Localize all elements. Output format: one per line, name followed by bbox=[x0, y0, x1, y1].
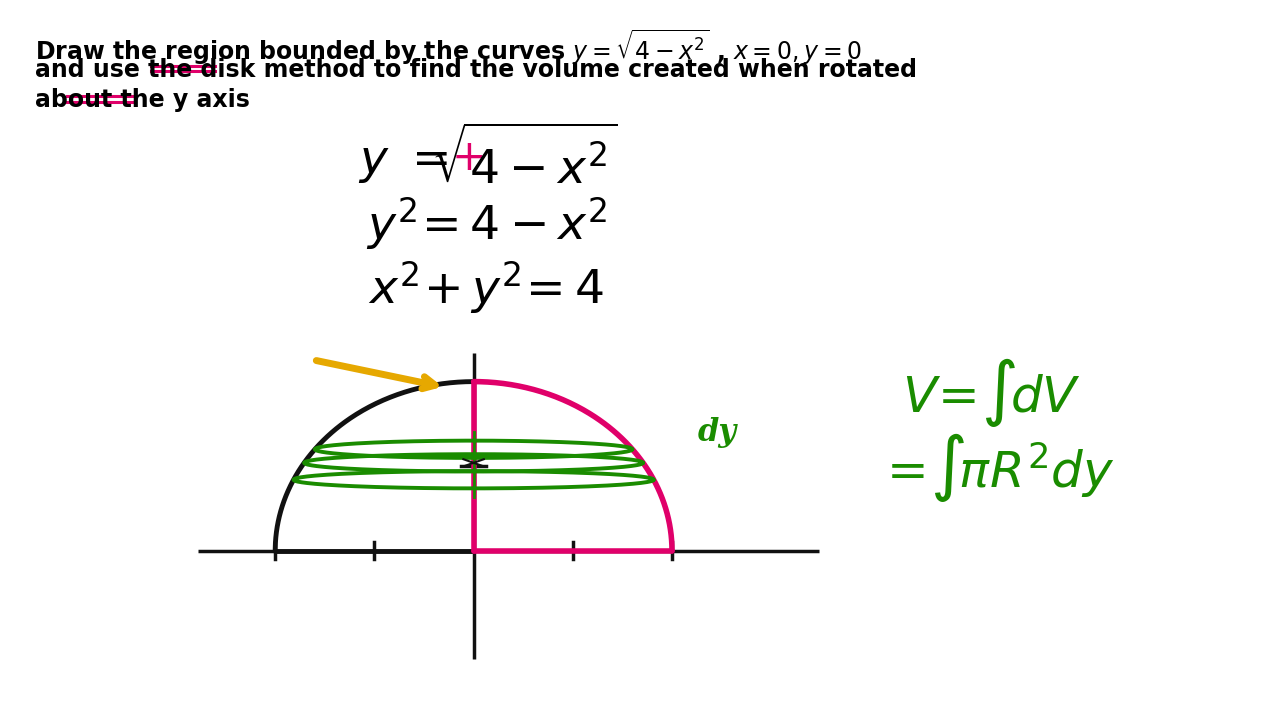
Text: $x^2\!+y^2\!=4$: $x^2\!+y^2\!=4$ bbox=[369, 259, 604, 317]
Text: $=\!\int\!\pi R^2 dy$: $=\!\int\!\pi R^2 dy$ bbox=[877, 431, 1115, 505]
Text: $+$: $+$ bbox=[451, 138, 483, 179]
Text: dy: dy bbox=[698, 416, 737, 448]
Text: $y\ =\!$: $y\ =\!$ bbox=[357, 140, 448, 184]
Text: $V\!=\!\int\!dV$: $V\!=\!\int\!dV$ bbox=[902, 356, 1082, 429]
Text: and use the disk method to find the volume created when rotated: and use the disk method to find the volu… bbox=[35, 58, 916, 81]
Text: $y^2\!=4-x^2$: $y^2\!=4-x^2$ bbox=[366, 194, 607, 252]
Text: about the y axis: about the y axis bbox=[35, 88, 250, 112]
Text: Draw the region bounded by the curves $y = \sqrt{4 - x^2}$ , $x = 0, y = 0$: Draw the region bounded by the curves $y… bbox=[35, 27, 861, 67]
Text: $\sqrt{4-x^2}$: $\sqrt{4-x^2}$ bbox=[431, 129, 618, 195]
